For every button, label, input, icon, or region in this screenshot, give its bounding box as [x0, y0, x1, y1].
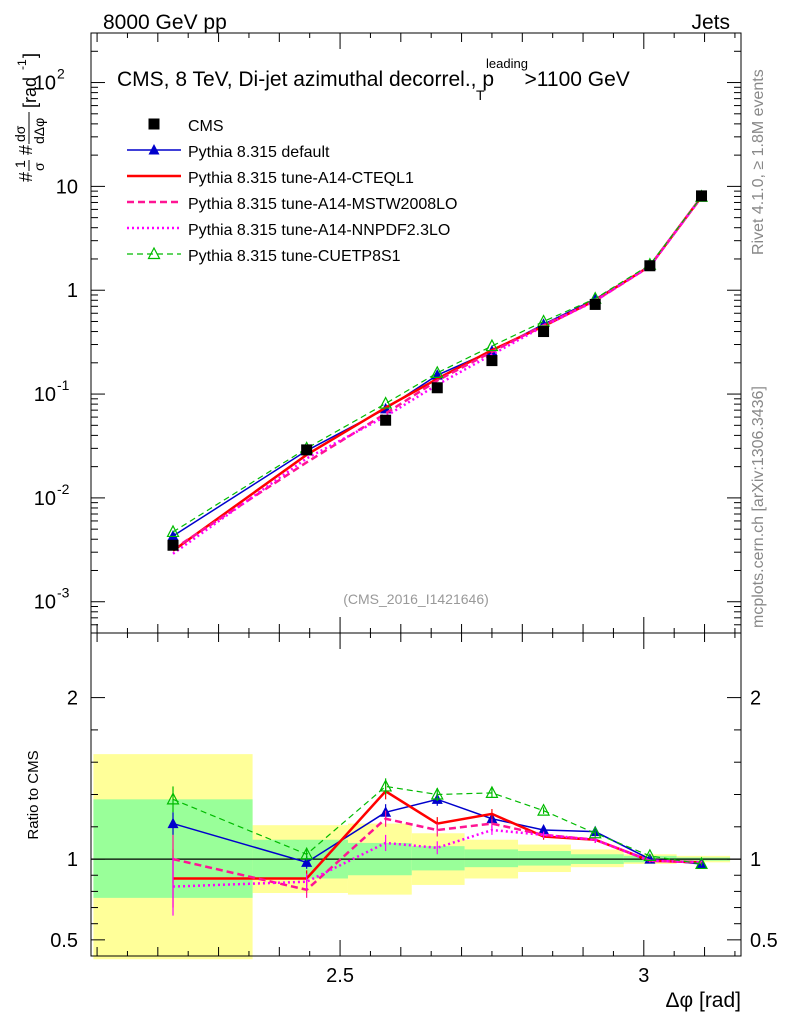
svg-text:[rad: [rad — [20, 77, 40, 108]
legend-label-cuetp8s1: Pythia 8.315 tune-CUETP8S1 — [188, 248, 401, 265]
ratio-axes: 0.5 0.5 1 1 2 2 2.5 3 — [50, 633, 778, 987]
ratio-point-default — [301, 856, 313, 867]
ratio-y-tick-label-right: 0.5 — [750, 930, 778, 952]
legend-entry-mstw: Pythia 8.315 tune-A14-MSTW2008LO — [127, 196, 457, 213]
ratio-point-cuetp8s1 — [643, 848, 657, 861]
band-inner-bin — [518, 851, 571, 866]
ratio-y-tick-label-right: 1 — [750, 849, 761, 871]
legend-marker-cms — [148, 118, 160, 130]
main-series-layer — [166, 189, 709, 555]
point-cms — [301, 444, 313, 456]
ratio-y-tick-label: 0.5 — [50, 930, 78, 952]
point-cuetp8s1 — [537, 314, 551, 327]
legend-label-cteql1: Pythia 8.315 tune-A14-CTEQL1 — [188, 170, 414, 187]
svg-text:#: # — [16, 145, 36, 155]
legend-entry-cteql1: Pythia 8.315 tune-A14-CTEQL1 — [127, 170, 414, 187]
svg-text:#: # — [16, 172, 36, 182]
main-y-tick-label: 10 — [56, 176, 78, 198]
band-inner-bin — [464, 849, 519, 868]
legend-entry-cuetp8s1: Pythia 8.315 tune-CUETP8S1 — [127, 246, 401, 265]
point-cms — [538, 326, 550, 338]
ratio-y-tick-label-right: 2 — [750, 688, 761, 710]
legend-label-mstw: Pythia 8.315 tune-A14-MSTW2008LO — [188, 196, 457, 213]
ratio-point-cuetp8s1 — [166, 792, 180, 805]
svg-text:-1: -1 — [15, 59, 29, 70]
svg-text:]: ] — [20, 53, 40, 58]
ratio-y-label: Ratio to CMS — [25, 750, 42, 839]
main-y-tick-exponent: -3 — [57, 585, 70, 601]
ratio-y-tick-label: 2 — [67, 688, 78, 710]
legend-label-cms: CMS — [188, 118, 224, 135]
main-y-tick-label: 10 — [34, 488, 56, 510]
legend-entry-default: Pythia 8.315 default — [127, 144, 330, 161]
main-y-tick-exponent: -1 — [57, 377, 70, 393]
mcplots-label: mcplots.cern.ch [arXiv:1306.3436] — [750, 386, 767, 628]
series-line-nnpdf — [172, 196, 703, 555]
legend-label-default: Pythia 8.315 default — [188, 144, 330, 161]
series-line-cuetp8s1 — [172, 196, 702, 533]
plot-title: CMS, 8 TeV, Di-jet azimuthal decorrel., … — [117, 56, 630, 103]
header-energy-label: 8000 GeV pp — [103, 11, 227, 34]
main-y-tick-exponent: -2 — [57, 481, 70, 497]
ratio-point-cuetp8s1 — [485, 785, 499, 798]
point-cms — [696, 190, 708, 202]
ratio-point-default — [167, 817, 179, 829]
point-default — [167, 529, 179, 541]
ratio-y-tick-label: 1 — [67, 849, 78, 871]
ratio-point-default — [538, 824, 550, 835]
ratio-series-layer — [166, 778, 709, 916]
ratio-point-cuetp8s1 — [588, 825, 602, 839]
main-y-tick-label: 10 — [34, 592, 56, 614]
ratio-point-cuetp8s1 — [695, 856, 709, 870]
legend-marker-default — [148, 144, 160, 155]
svg-text:dΔφ: dΔφ — [31, 118, 47, 144]
ratio-point-cuetp8s1 — [300, 846, 314, 860]
main-y-tick-label: 10 — [34, 73, 56, 95]
legend: CMS Pythia 8.315 default Pythia 8.315 tune… — [127, 118, 457, 265]
band-inner-bin — [411, 846, 465, 871]
point-cms — [431, 382, 443, 394]
svg-text:1: 1 — [12, 160, 28, 168]
ratio-point-cuetp8s1 — [430, 787, 444, 800]
point-cms — [486, 355, 498, 367]
rivet-version-label: Rivet 4.1.0, ≥ 1.8M events — [750, 69, 767, 255]
point-cuetp8s1 — [166, 524, 180, 538]
analysis-watermark: (CMS_2016_I1421646) — [343, 591, 489, 607]
ratio-point-cuetp8s1 — [537, 803, 551, 816]
svg-text:dσ: dσ — [12, 125, 28, 142]
ratio-point-cuetp8s1 — [379, 779, 393, 792]
legend-label-nnpdf: Pythia 8.315 tune-A14-NNPDF2.3LO — [188, 222, 450, 239]
point-cuetp8s1 — [485, 338, 499, 352]
header-jets-label: Jets — [691, 11, 730, 34]
legend-entry-cms: CMS — [148, 118, 224, 135]
point-cuetp8s1 — [430, 365, 444, 378]
x-axis-label: Δφ [rad] — [666, 989, 742, 1012]
x-tick-label: 2.5 — [326, 965, 354, 987]
main-y-tick-label: 10 — [34, 384, 56, 406]
ratio-line-mstw — [172, 817, 702, 892]
point-cms — [589, 298, 601, 310]
point-cms — [644, 260, 656, 272]
main-y-tick-label: 1 — [67, 280, 78, 302]
point-cms — [380, 414, 392, 426]
main-y-tick-exponent: 2 — [57, 66, 65, 82]
svg-text:σ: σ — [31, 162, 47, 171]
main-y-label: # 1 σ # dσ dΔφ [rad -1 ] — [12, 53, 47, 182]
point-cuetp8s1 — [379, 396, 393, 409]
point-cms — [167, 539, 179, 551]
legend-marker-cuetp8s1 — [147, 246, 161, 260]
x-tick-label: 3 — [638, 965, 649, 987]
legend-entry-nnpdf: Pythia 8.315 tune-A14-NNPDF2.3LO — [127, 222, 450, 239]
